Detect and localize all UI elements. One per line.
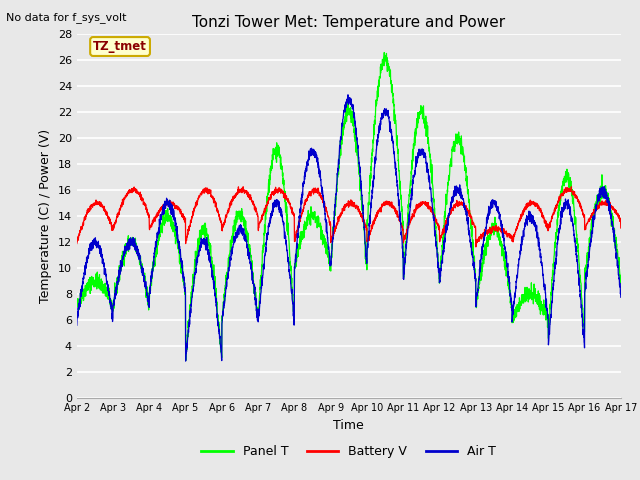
Y-axis label: Temperature (C) / Power (V): Temperature (C) / Power (V) <box>39 129 52 303</box>
Text: TZ_tmet: TZ_tmet <box>93 40 147 53</box>
X-axis label: Time: Time <box>333 419 364 432</box>
Legend: Panel T, Battery V, Air T: Panel T, Battery V, Air T <box>196 440 501 463</box>
Title: Tonzi Tower Met: Temperature and Power: Tonzi Tower Met: Temperature and Power <box>192 15 506 30</box>
Text: No data for f_sys_volt: No data for f_sys_volt <box>6 12 127 23</box>
